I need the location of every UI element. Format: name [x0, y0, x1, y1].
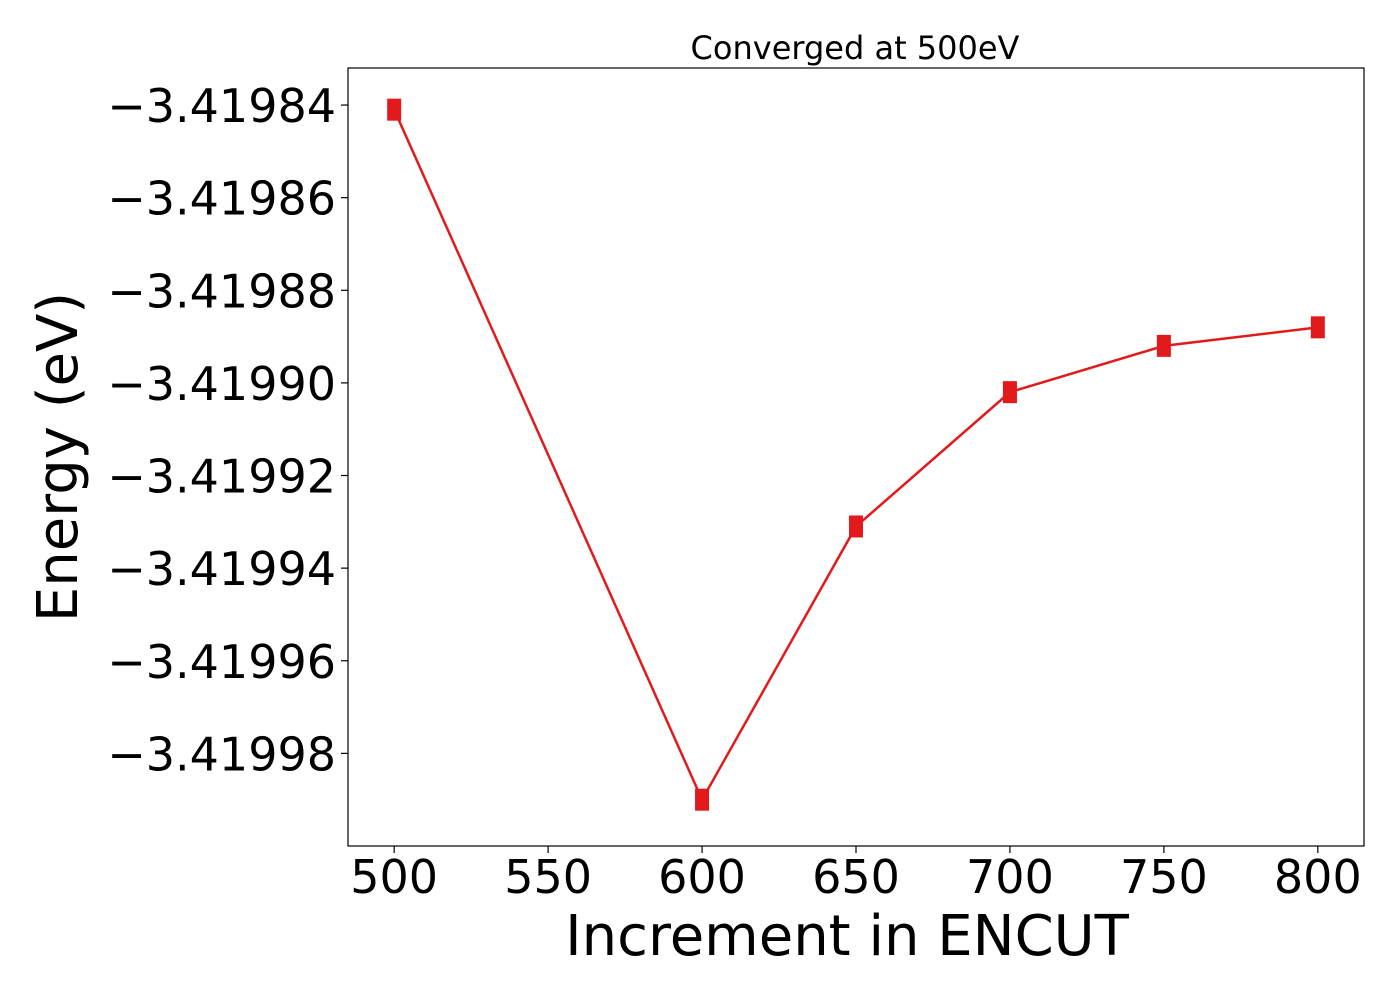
x-tick-label: 600	[658, 850, 746, 904]
data-point-marker	[1156, 334, 1171, 357]
y-axis: −3.41984 −3.41986 −3.41988 −3.41990 −3.41992…	[107, 79, 348, 781]
x-tick-label: 750	[1120, 850, 1208, 904]
x-axis: 500 550 600 650 700 750 800	[350, 846, 1362, 904]
y-tick-label: −3.41988	[107, 264, 336, 318]
x-axis-label: Increment in ENCUT	[565, 904, 1130, 969]
series-line	[393, 109, 1318, 803]
x-tick-label: 550	[504, 850, 592, 904]
data-point-marker	[387, 98, 402, 121]
y-tick-label: −3.41998	[107, 727, 336, 781]
data-point-marker	[1002, 381, 1017, 404]
y-tick-label: −3.41992	[107, 450, 336, 504]
y-axis-label: Energy (eV)	[26, 292, 91, 622]
x-tick-label: 500	[350, 850, 438, 904]
plot-area	[387, 98, 1325, 811]
y-tick-label: −3.41986	[107, 172, 336, 226]
x-tick-label: 650	[812, 850, 900, 904]
chart-title: Converged at 500eV	[691, 29, 1020, 67]
y-tick-label: −3.41996	[107, 635, 336, 689]
data-point-marker	[695, 788, 710, 811]
x-tick-label: 700	[966, 850, 1054, 904]
x-tick-label: 800	[1274, 850, 1362, 904]
data-point-marker	[1310, 316, 1325, 339]
data-point-marker	[849, 515, 863, 538]
y-tick-label: −3.41990	[107, 357, 336, 411]
axes-frame	[347, 67, 1365, 847]
y-tick-label: −3.41984	[107, 79, 336, 133]
y-tick-label: −3.41994	[107, 542, 336, 596]
